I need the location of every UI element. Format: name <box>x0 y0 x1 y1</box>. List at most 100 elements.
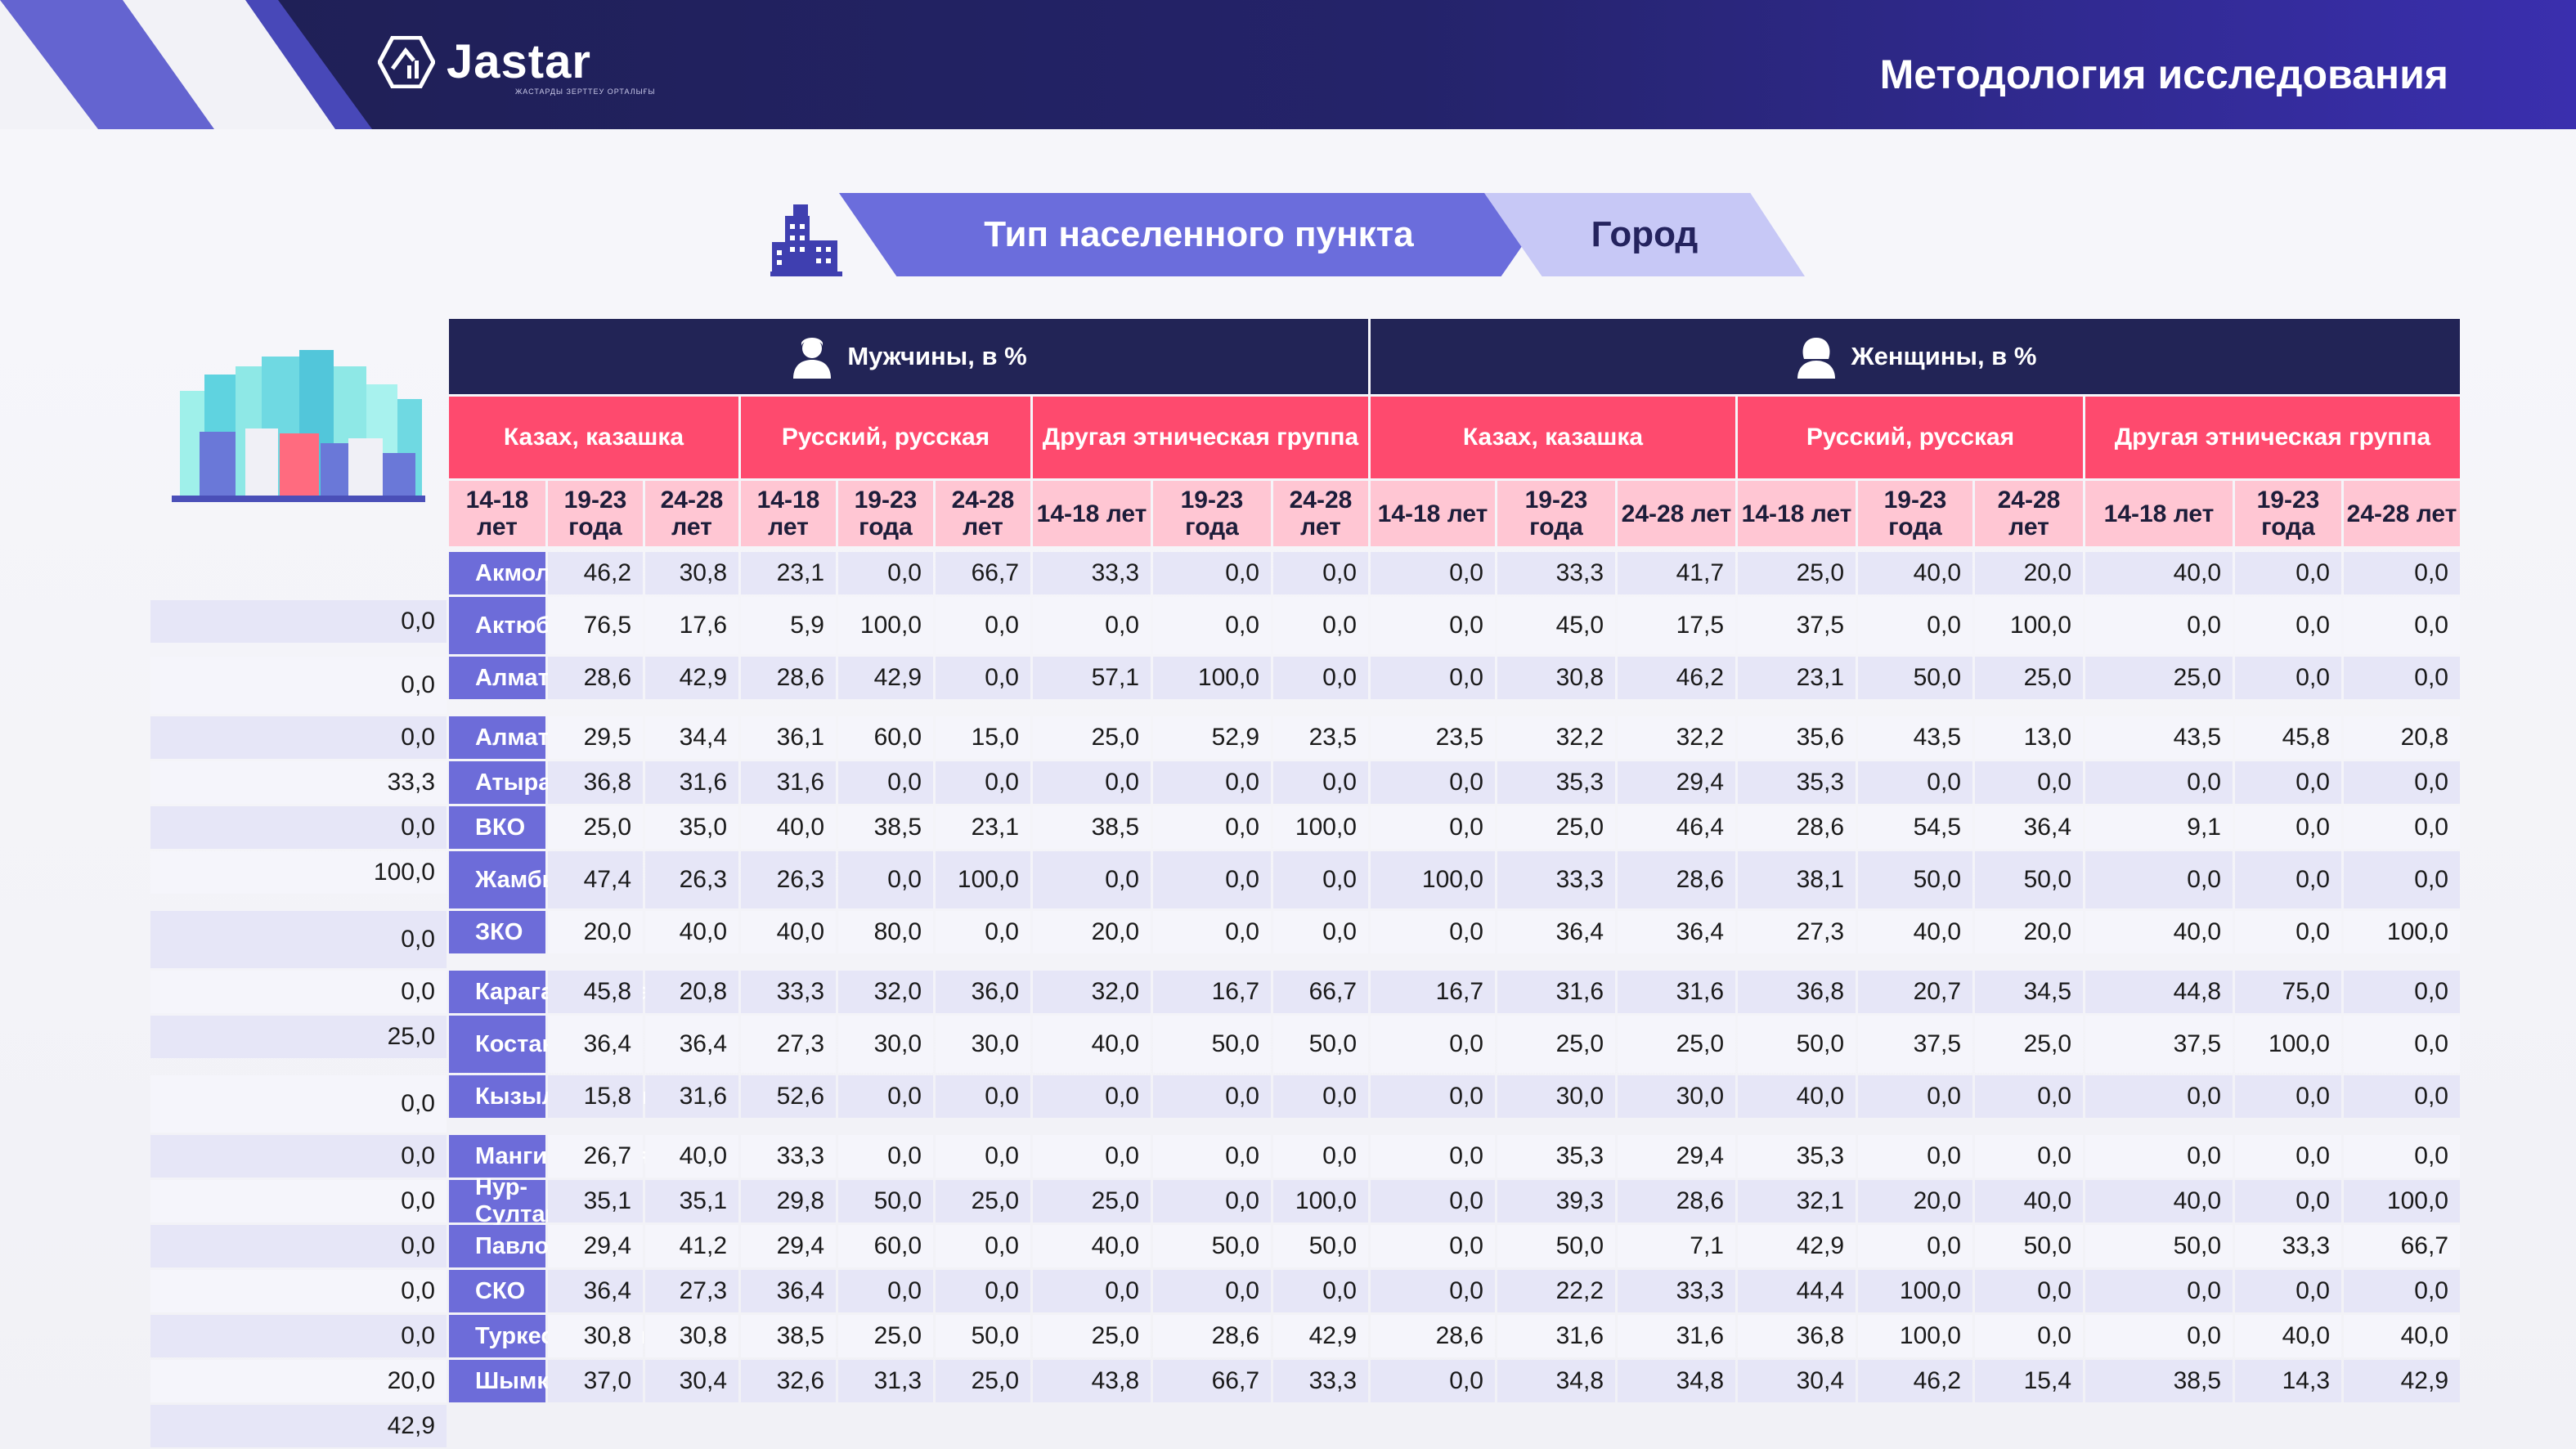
table-cell: 7,1 <box>1618 1225 1735 1267</box>
table-cell: 39,3 <box>1497 1180 1615 1222</box>
table-cell: 25,0 <box>1738 552 1856 594</box>
table-cell: 66,7 <box>1153 1360 1271 1402</box>
table-cell: 28,6 <box>1371 1315 1495 1357</box>
table-cell: 43,5 <box>1858 716 1972 759</box>
table-cell: 33,3 <box>1497 851 1615 908</box>
table-cell: 42,9 <box>1273 1315 1368 1357</box>
table-cell: 0,0 <box>936 911 1030 953</box>
table-cell: 33,3 <box>1618 1270 1735 1312</box>
region-label: Туркестанская <box>449 1315 645 1357</box>
table-cell: 0,0 <box>150 1075 447 1133</box>
age-header: 14-18 лет <box>2085 481 2233 546</box>
age-header: 24-28 лет <box>1618 481 1735 546</box>
table-cell: 25,0 <box>1033 716 1151 759</box>
table-cell: 26,3 <box>645 851 738 908</box>
table-cell: 50,0 <box>838 1180 933 1222</box>
table-cell: 25,0 <box>1618 1016 1735 1073</box>
table-cell: 46,2 <box>548 552 643 594</box>
table-cell: 0,0 <box>1858 1135 1972 1178</box>
table-cell: 25,0 <box>548 806 643 849</box>
region-label: ВКО <box>449 806 545 849</box>
table-cell: 36,4 <box>645 1016 738 1073</box>
age-header: 14-18 лет <box>741 481 836 546</box>
table-cell: 0,0 <box>1273 597 1368 654</box>
table-cell: 50,0 <box>2085 1225 2233 1267</box>
table-cell: 0,0 <box>2235 552 2341 594</box>
table-cell: 50,0 <box>1975 851 2083 908</box>
table-cell: 33,3 <box>1033 552 1151 594</box>
table-cell: 0,0 <box>2344 1075 2460 1118</box>
table-cell: 0,0 <box>2085 1270 2233 1312</box>
table-cell: 0,0 <box>2235 806 2341 849</box>
table-cell: 42,9 <box>150 1405 447 1447</box>
table-cell: 46,2 <box>1858 1360 1972 1402</box>
region-label: СКО <box>449 1270 545 1312</box>
age-header: 24-28 лет <box>2344 481 2460 546</box>
region-label: Актюбинская <box>449 597 631 654</box>
table-cell: 15,4 <box>1975 1360 2083 1402</box>
table-cell: 100,0 <box>150 851 447 894</box>
table-cell: 40,0 <box>741 806 836 849</box>
table-cell: 20,0 <box>1033 911 1151 953</box>
table-cell: 31,6 <box>645 1075 738 1118</box>
table-cell: 0,0 <box>150 1180 447 1222</box>
table-cell: 40,0 <box>2085 911 2233 953</box>
table-cell: 50,0 <box>1738 1016 1856 1073</box>
age-header: 24-28 лет <box>1273 481 1368 546</box>
table-cell: 41,2 <box>645 1225 738 1267</box>
age-header: 19-23 года <box>2235 481 2341 546</box>
table-cell: 28,6 <box>1618 1180 1735 1222</box>
table-cell: 20,0 <box>1975 911 2083 953</box>
table-cell: 40,0 <box>2085 552 2233 594</box>
table-cell: 29,4 <box>1618 1135 1735 1178</box>
table-cell: 0,0 <box>1371 761 1495 804</box>
table-cell: 0,0 <box>1153 1180 1271 1222</box>
table-cell: 34,4 <box>645 716 738 759</box>
table-cell: 20,0 <box>150 1360 447 1402</box>
table-cell: 25,0 <box>1033 1315 1151 1357</box>
table-cell: 0,0 <box>936 1075 1030 1118</box>
table-cell: 30,8 <box>1497 657 1615 699</box>
table-cell: 0,0 <box>1371 597 1495 654</box>
table-cell: 66,7 <box>1273 971 1368 1013</box>
table-cell: 0,0 <box>936 597 1030 654</box>
table-cell: 100,0 <box>838 597 933 654</box>
table-cell: 28,6 <box>1738 806 1856 849</box>
table-cell: 100,0 <box>1273 806 1368 849</box>
table-cell: 29,8 <box>741 1180 836 1222</box>
table-cell: 23,5 <box>1371 716 1495 759</box>
table-cell: 28,6 <box>548 657 643 699</box>
male-header-label: Мужчины, в % <box>847 342 1027 370</box>
table-cell: 26,3 <box>741 851 836 908</box>
table-cell: 35,3 <box>1497 1135 1615 1178</box>
table-cell: 0,0 <box>1273 1135 1368 1178</box>
table-cell: 100,0 <box>2235 1016 2341 1073</box>
table-cell: 0,0 <box>1273 761 1368 804</box>
region-label: Кызылординская <box>449 1075 681 1118</box>
table-cell: 0,0 <box>150 911 447 968</box>
table-cell: 33,3 <box>1273 1360 1368 1402</box>
table-cell: 40,0 <box>645 911 738 953</box>
table-cell: 0,0 <box>1371 1075 1495 1118</box>
table-cell: 0,0 <box>936 761 1030 804</box>
table-cell: 36,4 <box>1975 806 2083 849</box>
table-cell: 0,0 <box>2235 597 2341 654</box>
table-cell: 25,0 <box>1975 1016 2083 1073</box>
table-cell: 0,0 <box>2344 1016 2460 1073</box>
table-cell: 0,0 <box>2085 761 2233 804</box>
table-cell: 20,8 <box>645 971 738 1013</box>
table-cell: 60,0 <box>838 716 933 759</box>
table-cell: 27,3 <box>741 1016 836 1073</box>
age-header: 24-28 лет <box>936 481 1030 546</box>
table-cell: 0,0 <box>2085 1135 2233 1178</box>
table-cell: 36,8 <box>1738 971 1856 1013</box>
table-cell: 0,0 <box>1033 1270 1151 1312</box>
table-cell: 25,0 <box>1975 657 2083 699</box>
table-cell: 66,7 <box>936 552 1030 594</box>
table-cell: 30,4 <box>645 1360 738 1402</box>
table-cell: 31,6 <box>1497 971 1615 1013</box>
table-cell: 9,1 <box>2085 806 2233 849</box>
table-cell: 0,0 <box>936 1270 1030 1312</box>
table-cell: 27,3 <box>645 1270 738 1312</box>
table-cell: 0,0 <box>1033 761 1151 804</box>
